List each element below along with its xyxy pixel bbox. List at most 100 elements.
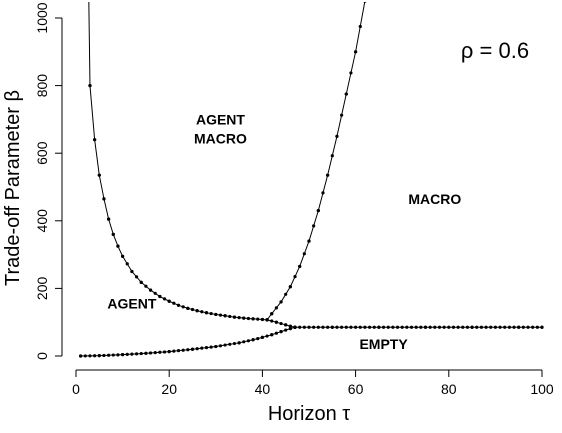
rho-annotation: ρ = 0.6 (461, 38, 529, 63)
boundary-point (335, 325, 339, 329)
boundary-point (172, 349, 176, 353)
boundary-point (158, 350, 162, 354)
boundary-point (265, 334, 269, 338)
boundary-point (279, 330, 283, 334)
boundary-point (134, 352, 139, 356)
boundary-point (256, 317, 260, 321)
boundary-point (125, 352, 129, 356)
boundary-point (358, 325, 362, 329)
boundary-point (270, 312, 274, 316)
y-tick-label: 400 (34, 209, 50, 233)
boundary-point (162, 297, 167, 301)
boundary-point (344, 92, 348, 96)
region-label-line: EMPTY (359, 336, 408, 352)
boundary-point (284, 328, 288, 332)
boundary-point (167, 350, 171, 354)
boundary-point (288, 327, 292, 331)
boundary-point (251, 317, 255, 321)
boundary-point (218, 313, 223, 317)
y-axis-title: Trade-off Parameter β (2, 90, 24, 286)
boundary-point (363, 2, 367, 3)
boundary-point (302, 252, 306, 256)
boundary-point (204, 346, 209, 350)
boundary-point (349, 71, 353, 75)
boundary-point (391, 325, 395, 329)
boundary-point (172, 301, 176, 305)
boundary-point (121, 353, 125, 357)
boundary-point (279, 321, 283, 326)
boundary-point (461, 325, 465, 329)
y-tick-label: 1000 (34, 2, 50, 33)
boundary-point (354, 50, 358, 54)
boundary-point (190, 347, 195, 351)
boundary-point (139, 351, 143, 356)
boundary-point (88, 354, 92, 358)
boundary-point (83, 354, 87, 358)
boundary-point (400, 325, 404, 329)
boundary-point (447, 325, 451, 329)
boundary-point (181, 348, 185, 352)
boundary-point (428, 325, 432, 329)
x-axis-title: Horizon τ (268, 403, 350, 425)
boundary-point (521, 325, 525, 329)
boundary-point (130, 269, 134, 274)
boundary-point (223, 314, 227, 318)
boundary-point (260, 317, 264, 322)
boundary-point (381, 325, 386, 329)
boundary-point (265, 318, 269, 322)
boundary-point (414, 325, 418, 329)
x-tick-label: 60 (348, 381, 364, 397)
region-label: AGENT MACRO (194, 111, 247, 146)
boundary-point (190, 307, 195, 312)
boundary-point (284, 292, 288, 296)
boundary-point (526, 325, 530, 329)
region-labels: AGENT MACRO AGENT MACRO EMPTY (107, 111, 461, 352)
boundary-point (465, 325, 470, 329)
boundary-point (456, 325, 460, 329)
boundary-point (79, 354, 83, 358)
boundary-point (88, 84, 92, 88)
boundary-point (116, 353, 120, 357)
boundary-point (316, 325, 320, 329)
x-tick-label: 0 (72, 381, 80, 397)
boundary-point (121, 254, 125, 258)
boundary-point (377, 325, 381, 329)
boundary-point (204, 311, 209, 315)
boundary-point (288, 285, 292, 289)
boundary-point (274, 320, 278, 324)
y-tick-label: 600 (34, 141, 50, 165)
boundary-point (288, 324, 292, 328)
boundary-point (246, 339, 251, 343)
boundary-point (274, 306, 278, 310)
boundary-point (293, 274, 297, 279)
boundary-point (302, 325, 306, 329)
boundary-point (167, 299, 171, 303)
region-label: AGENT (107, 296, 156, 312)
boundary-point (144, 351, 148, 355)
boundary-point (484, 325, 488, 329)
boundary-point (409, 325, 414, 329)
boundary-curve-tail (88, 2, 91, 86)
boundary-point (148, 351, 153, 355)
boundary-point (340, 325, 344, 329)
boundary-point (186, 306, 190, 310)
boundary-point (251, 338, 255, 342)
boundary-point (503, 325, 507, 329)
boundary-point (97, 354, 101, 358)
y-tick-label: 0 (34, 352, 50, 360)
boundary-curve-1 (266, 2, 366, 321)
boundary-point (158, 294, 162, 299)
boundary-point (214, 344, 218, 349)
boundary-point (298, 325, 302, 329)
boundary-point (134, 275, 139, 279)
region-label-line: MACRO (408, 191, 461, 207)
boundary-point (405, 325, 409, 329)
boundary-point (279, 300, 283, 304)
boundary-point (293, 325, 297, 329)
boundary-point (200, 346, 204, 350)
boundary-point (395, 325, 400, 329)
boundary-point (153, 351, 157, 355)
x-tick-label: 100 (530, 381, 554, 397)
boundary-point (307, 325, 311, 329)
